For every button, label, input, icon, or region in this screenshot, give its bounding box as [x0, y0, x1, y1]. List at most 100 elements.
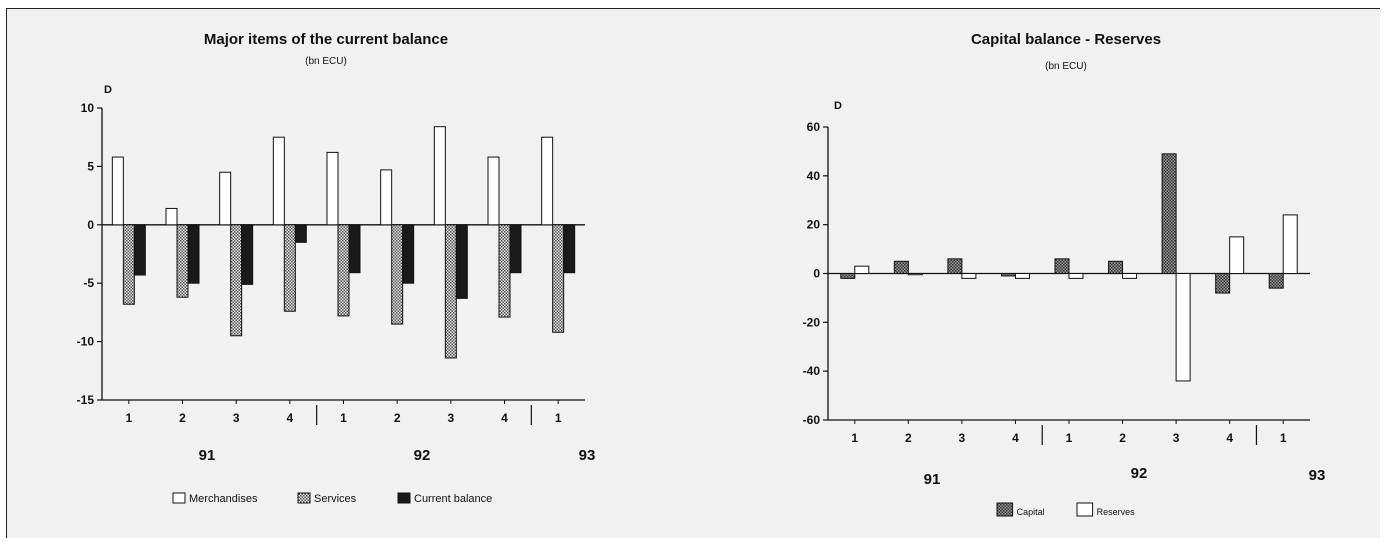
- c2-legend-label: Reserves: [1097, 507, 1136, 517]
- chart1-subtitle: (bn ECU): [305, 56, 347, 67]
- c2-bar-reserves: [1282, 214, 1298, 274]
- c1-bar-current-balance: [455, 224, 468, 299]
- c2-year-label: 93: [1309, 467, 1326, 484]
- c2-xtick-label: 1: [851, 431, 858, 445]
- chart2-title: Capital balance - Reserves: [971, 31, 1161, 48]
- c1-bar-merchandises: [380, 169, 393, 226]
- c2-xtick-label: 4: [1012, 431, 1019, 445]
- c2-legend-label: Capital: [1017, 507, 1045, 517]
- c2-bar-reserves: [854, 265, 870, 274]
- c1-legend-swatch: [172, 492, 186, 504]
- c2-bar-capital: [1215, 273, 1231, 294]
- c2-bar-reserves: [1229, 236, 1245, 274]
- c2-xtick-label: 1: [1066, 431, 1073, 445]
- c1-xtick-label: 1: [125, 411, 132, 425]
- c1-bar-current-balance: [133, 224, 146, 276]
- c1-year-label: 92: [414, 447, 431, 464]
- c1-xtick-label: 1: [340, 411, 347, 425]
- c2-bar-reserves: [1014, 273, 1030, 279]
- c1-bar-merchandises: [487, 156, 500, 226]
- c1-bar-services: [444, 224, 457, 359]
- c2-bar-capital: [1000, 273, 1016, 277]
- c1-bar-services: [176, 224, 189, 298]
- c1-bar-services: [391, 224, 404, 325]
- c1-bar-services: [552, 224, 565, 333]
- c2-xtick-label: 4: [1226, 431, 1233, 445]
- c2-legend-swatch: [1076, 502, 1094, 517]
- c1-xtick-label: 3: [447, 411, 454, 425]
- c2-legend-swatch: [996, 502, 1014, 517]
- c1-legend-label: Merchandises: [189, 493, 258, 505]
- c1-legend-label: Services: [314, 493, 357, 505]
- c1-bar-merchandises: [433, 126, 446, 226]
- c2-ytick-label: -60: [803, 413, 821, 427]
- c1-bar-services: [498, 224, 511, 318]
- c1-bar-current-balance: [294, 224, 307, 243]
- c1-bar-current-balance: [509, 224, 522, 274]
- c1-xtick-label: 1: [555, 411, 562, 425]
- c1-year-label: 93: [579, 447, 596, 464]
- c1-ytick-label: -5: [83, 276, 94, 290]
- c1-bar-current-balance: [187, 224, 200, 284]
- c1-bar-services: [283, 224, 296, 312]
- c1-ytick-label: -15: [77, 393, 95, 407]
- c1-bar-merchandises: [219, 171, 232, 226]
- c2-bar-capital: [1108, 260, 1124, 274]
- c1-xtick-label: 3: [233, 411, 240, 425]
- c1-ytick-label: -10: [77, 335, 95, 349]
- c2-year-label: 92: [1131, 465, 1148, 482]
- c1-bar-merchandises: [165, 207, 178, 226]
- c2-bar-capital: [893, 260, 909, 274]
- c2-bar-reserves: [1122, 273, 1138, 279]
- c2-ytick-label: 0: [813, 267, 820, 281]
- chart2-subtitle: (bn ECU): [1045, 61, 1087, 72]
- c2-bar-capital: [1161, 153, 1177, 275]
- c2-xtick-label: 3: [959, 431, 966, 445]
- c2-bar-reserves: [961, 273, 977, 279]
- c2-bar-capital: [1054, 258, 1070, 275]
- c1-bar-current-balance: [348, 224, 361, 274]
- c1-legend-swatch: [297, 492, 311, 504]
- c1-ytick-label: 10: [81, 101, 95, 115]
- chart1-title: Major items of the current balance: [204, 31, 448, 48]
- c1-ytick-label: 0: [87, 218, 94, 232]
- c2-bar-reserves: [907, 273, 923, 276]
- c1-xtick-label: 2: [394, 411, 401, 425]
- c2-xtick-label: 2: [905, 431, 912, 445]
- c1-bar-merchandises: [541, 136, 554, 226]
- c2-ytick-label: 60: [807, 120, 821, 134]
- c1-bar-current-balance: [241, 224, 254, 285]
- c2-ytick-label: -20: [803, 315, 821, 329]
- c1-bar-merchandises: [272, 136, 285, 226]
- capital-reserves-chart: Capital balance - Reserves (bn ECU) D 60…: [803, 31, 1326, 517]
- c1-legend-swatch: [397, 492, 411, 504]
- c2-xtick-label: 1: [1280, 431, 1287, 445]
- c2-bar-capital: [1268, 273, 1284, 289]
- c1-bar-current-balance: [402, 224, 415, 284]
- c1-bar-services: [337, 224, 350, 317]
- c2-ytick-label: -40: [803, 364, 821, 378]
- current-balance-chart: Major items of the current balance (bn E…: [77, 31, 596, 505]
- chart2-ylabel: D: [834, 100, 842, 112]
- c1-bar-services: [122, 224, 135, 305]
- c1-legend-label: Current balance: [414, 493, 492, 505]
- c2-xtick-label: 3: [1173, 431, 1180, 445]
- c1-bar-current-balance: [563, 224, 576, 274]
- c1-xtick-label: 4: [501, 411, 508, 425]
- c1-xtick-label: 4: [286, 411, 293, 425]
- chart1-ylabel: D: [104, 84, 112, 96]
- c2-bar-capital: [840, 273, 856, 279]
- c2-bar-reserves: [1175, 273, 1191, 382]
- c1-bar-merchandises: [326, 151, 339, 226]
- c1-year-label: 91: [199, 447, 216, 464]
- c1-xtick-label: 2: [179, 411, 186, 425]
- c2-year-label: 91: [924, 471, 941, 488]
- c1-ytick-label: 5: [87, 159, 94, 173]
- c2-ytick-label: 20: [807, 218, 821, 232]
- c2-bar-reserves: [1068, 273, 1084, 279]
- c1-bar-services: [230, 224, 243, 337]
- c1-bar-merchandises: [111, 156, 124, 226]
- c2-bar-capital: [947, 258, 963, 275]
- c2-ytick-label: 40: [807, 169, 821, 183]
- c2-xtick-label: 2: [1119, 431, 1126, 445]
